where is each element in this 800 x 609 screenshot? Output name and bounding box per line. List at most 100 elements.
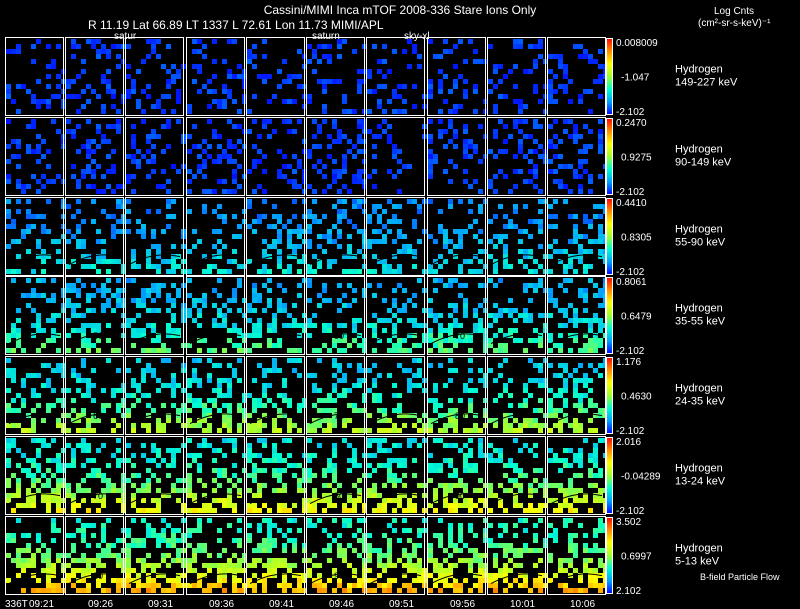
data-cell xyxy=(252,503,257,508)
data-cell xyxy=(553,303,558,308)
data-cell xyxy=(568,99,573,104)
data-cell xyxy=(71,408,76,413)
data-cell xyxy=(31,498,36,503)
data-cell xyxy=(192,558,197,563)
data-cell xyxy=(71,548,76,553)
data-cell xyxy=(192,568,197,573)
data-cell xyxy=(6,214,11,219)
data-cell xyxy=(277,343,282,348)
data-cell xyxy=(86,139,91,144)
data-cell xyxy=(91,169,96,174)
data-cell xyxy=(337,368,342,373)
data-cell xyxy=(171,463,176,468)
data-cell xyxy=(161,358,166,363)
data-cell xyxy=(443,573,448,578)
data-cell xyxy=(337,308,342,313)
data-cell xyxy=(21,348,26,353)
data-cell xyxy=(372,323,377,328)
data-cell xyxy=(66,129,71,134)
data-cell xyxy=(382,129,387,134)
data-cell xyxy=(46,254,51,259)
data-cell xyxy=(307,468,312,473)
data-cell xyxy=(76,378,81,383)
data-cell xyxy=(397,428,402,433)
data-cell xyxy=(453,443,458,448)
data-cell xyxy=(448,368,453,373)
data-cell xyxy=(478,498,483,503)
data-cell xyxy=(176,69,181,74)
data-cell xyxy=(101,523,106,528)
data-cell xyxy=(292,179,297,184)
data-cell xyxy=(176,264,181,269)
data-cell xyxy=(36,448,41,453)
data-cell xyxy=(111,164,116,169)
data-cell xyxy=(187,293,192,298)
data-cell xyxy=(588,189,593,194)
data-cell xyxy=(257,318,262,323)
data-cell xyxy=(262,503,267,508)
data-cell xyxy=(357,368,362,373)
data-cell xyxy=(161,348,166,353)
data-cell xyxy=(272,448,277,453)
image-panel xyxy=(65,117,126,196)
data-cell xyxy=(262,483,267,488)
data-cell xyxy=(56,468,61,473)
data-cell xyxy=(257,184,262,189)
data-cell xyxy=(197,418,202,423)
data-cell xyxy=(31,503,36,508)
data-cell xyxy=(478,269,483,274)
data-cell xyxy=(81,59,86,64)
data-cell xyxy=(237,124,242,129)
data-cell xyxy=(176,99,181,104)
data-cell xyxy=(81,338,86,343)
data-cell xyxy=(257,548,262,553)
data-cell xyxy=(252,343,257,348)
data-cell xyxy=(402,368,407,373)
data-cell xyxy=(533,523,538,528)
data-cell xyxy=(342,503,347,508)
data-cell xyxy=(161,383,166,388)
data-cell xyxy=(433,583,438,588)
data-cell xyxy=(337,283,342,288)
data-cell xyxy=(21,548,26,553)
data-cell xyxy=(277,563,282,568)
data-cell xyxy=(151,458,156,463)
data-cell xyxy=(347,139,352,144)
data-cell xyxy=(16,239,21,244)
data-cell xyxy=(51,563,56,568)
data-cell xyxy=(101,44,106,49)
data-cell xyxy=(101,498,106,503)
data-cell xyxy=(367,473,372,478)
data-cell xyxy=(151,508,156,513)
data-cell xyxy=(131,259,136,264)
data-cell xyxy=(146,323,151,328)
data-cell xyxy=(91,558,96,563)
data-cell xyxy=(277,473,282,478)
colorbar xyxy=(606,517,613,594)
data-cell xyxy=(96,508,101,513)
data-cell xyxy=(412,323,417,328)
data-cell xyxy=(146,174,151,179)
data-cell xyxy=(227,298,232,303)
data-cell xyxy=(568,264,573,269)
data-cell xyxy=(468,224,473,229)
data-cell xyxy=(267,523,272,528)
data-cell xyxy=(397,478,402,483)
data-cell xyxy=(518,563,523,568)
data-cell xyxy=(41,473,46,478)
data-cell xyxy=(337,378,342,383)
data-cell xyxy=(453,543,458,548)
data-cell xyxy=(342,109,347,114)
data-cell xyxy=(141,378,146,383)
data-cell xyxy=(377,373,382,378)
data-cell xyxy=(312,493,317,498)
colorbar-mid-label: 0.9275 xyxy=(621,153,652,164)
contour-line xyxy=(369,573,422,585)
data-cell xyxy=(568,503,573,508)
time-tick-label: 09:56 xyxy=(450,599,475,609)
data-cell xyxy=(438,229,443,234)
data-cell xyxy=(187,528,192,533)
data-cell xyxy=(337,209,342,214)
data-cell xyxy=(217,583,222,588)
data-cell xyxy=(548,483,553,488)
